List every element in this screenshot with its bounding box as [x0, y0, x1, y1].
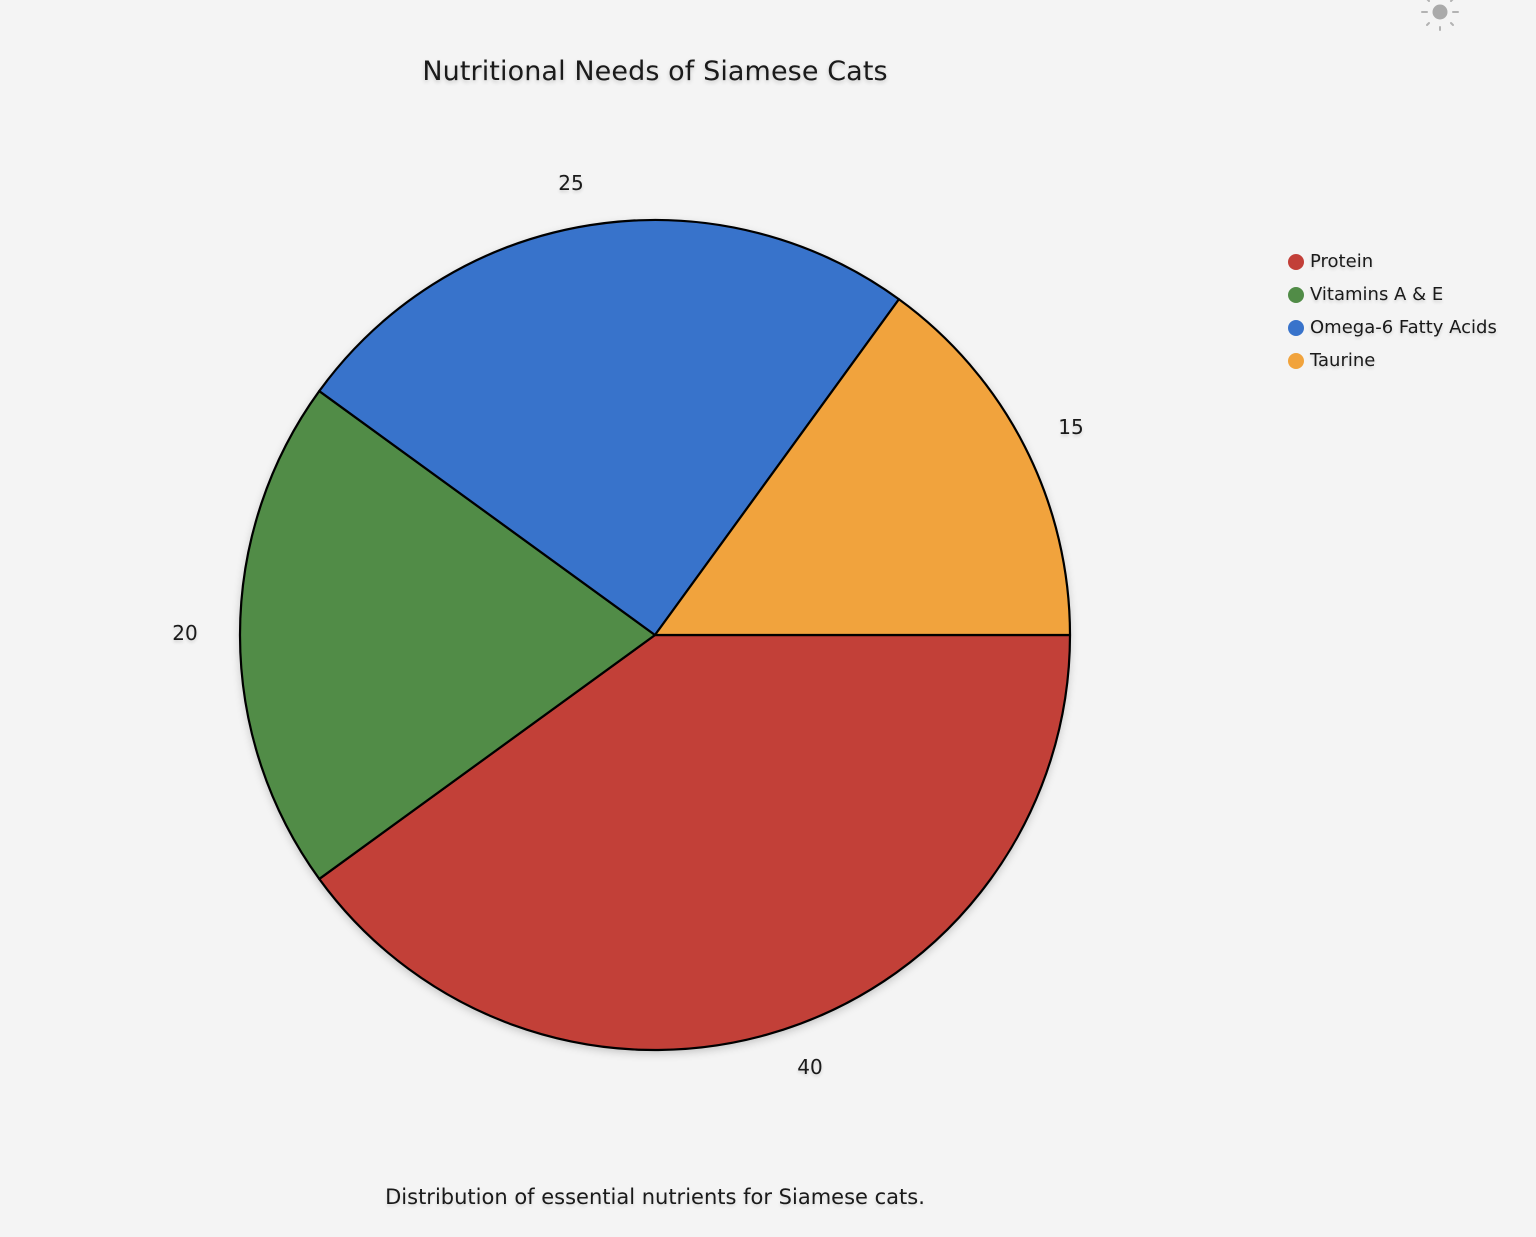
sun-icon — [1421, 0, 1459, 31]
legend-item-protein[interactable]: Protein — [1288, 245, 1497, 278]
legend-label: Vitamins A & E — [1310, 284, 1444, 305]
legend-dot-icon — [1288, 253, 1304, 270]
legend-dot-icon — [1288, 286, 1304, 303]
chart-title: Nutritional Needs of Siamese Cats — [422, 56, 888, 87]
legend-dot-icon — [1288, 352, 1304, 369]
chart-caption: Distribution of essential nutrients for … — [385, 1185, 925, 1209]
data-label-vitamins: 20 — [172, 621, 198, 645]
legend-label: Omega-6 Fatty Acids — [1310, 317, 1497, 338]
legend-dot-icon — [1288, 319, 1304, 336]
data-label-taurine: 15 — [1058, 415, 1084, 439]
pie-slice-omega6[interactable] — [318, 218, 901, 637]
theme-toggle-button[interactable] — [1418, 0, 1462, 36]
pie-slice-taurine[interactable] — [653, 298, 1072, 637]
data-label-protein: 40 — [797, 1055, 823, 1079]
legend-item-vitamins[interactable]: Vitamins A & E — [1288, 278, 1497, 311]
data-label-omega6: 25 — [558, 171, 584, 195]
legend-item-omega6[interactable]: Omega-6 Fatty Acids — [1288, 311, 1497, 344]
legend-label: Protein — [1310, 251, 1374, 272]
pie-slice-protein[interactable] — [318, 633, 1072, 1052]
chart-legend: Protein Vitamins A & E Omega-6 Fatty Aci… — [1288, 245, 1497, 377]
pie-slice-vitamins[interactable] — [238, 389, 657, 881]
legend-label: Taurine — [1310, 350, 1376, 371]
legend-item-taurine[interactable]: Taurine — [1288, 344, 1497, 377]
